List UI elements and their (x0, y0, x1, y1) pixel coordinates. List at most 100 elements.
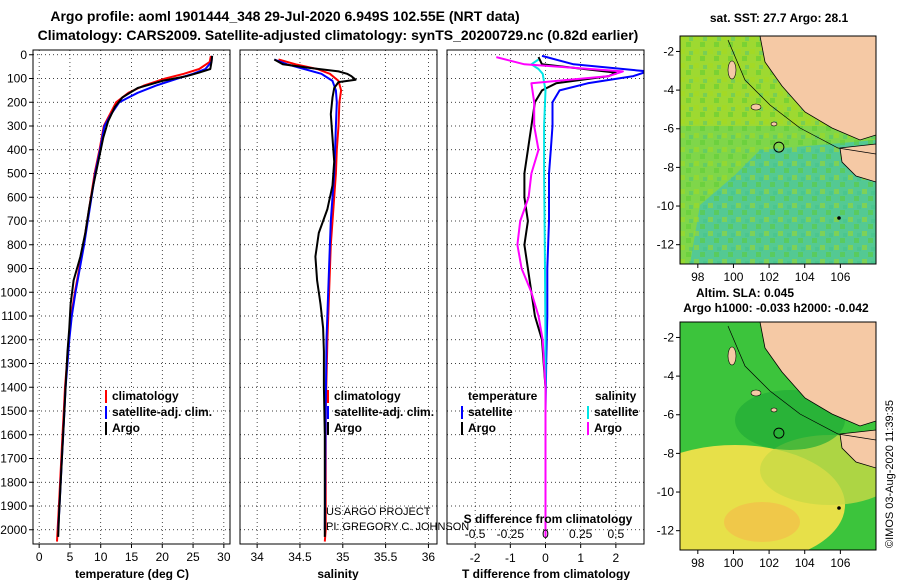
sla-land-java (839, 429, 876, 469)
depth-tick-label: 100 (7, 72, 27, 86)
salinity-tick-labels: 34 34.5 35 35.5 36 (250, 544, 435, 564)
longitude-label: 98 (691, 270, 705, 284)
sst-land-java (839, 143, 876, 183)
s-tick-label: 0 (542, 527, 549, 541)
s-tick-label: 0.5 (608, 527, 625, 541)
sst-longitude-labels: 98 100 102 104 106 (691, 264, 851, 284)
s-tick-label: -0.25 (497, 527, 525, 541)
legend-s-argo-label: Argo (594, 421, 622, 435)
depth-tick-label: 1600 (0, 428, 27, 442)
depth-tick-label: 800 (7, 238, 27, 252)
longitude-label: 100 (723, 270, 743, 284)
longitude-label: 106 (830, 270, 850, 284)
title-line-1: Argo profile: aoml 1901444_348 29-Jul-20… (50, 8, 519, 24)
sla-shelf-contour (727, 325, 876, 441)
temperature-panel: 0100200300400500600700800900100011001200… (0, 48, 231, 580)
x-tick-label: 5 (67, 550, 74, 564)
depth-tick-label: 0 (20, 48, 27, 62)
depth-tick-label: 400 (7, 143, 27, 157)
temperature-frame (32, 49, 231, 545)
longitude-label: 102 (759, 556, 779, 570)
sla-island-2 (750, 389, 762, 397)
sst-island-1 (727, 60, 737, 80)
depth-tick-labels: 0 100 200 300 400 500 600 700 800 900 1000 1100 1200… (0, 48, 33, 537)
sla-island-3 (770, 407, 778, 413)
latitude-label: -10 (657, 485, 675, 499)
sla-island-1 (727, 346, 737, 366)
latitude-label: -2 (663, 330, 674, 344)
depth-tick-label: 500 (7, 167, 27, 181)
sst-argo-position-marker (773, 141, 785, 153)
depth-tick-label: 1800 (0, 475, 27, 489)
latitude-label: -10 (657, 199, 675, 213)
x-tick-label: 35.5 (374, 550, 398, 564)
temperature-lines (56, 55, 214, 542)
depth-tick-label: 1900 (0, 499, 27, 513)
sst-island-4 (837, 216, 841, 220)
x-tick-label: 36 (422, 550, 436, 564)
legend-t-argo-label: Argo (468, 421, 496, 435)
depth-tick-label: 900 (7, 262, 27, 276)
sst-island-2 (750, 103, 762, 111)
longitude-label: 102 (759, 270, 779, 284)
longitude-label: 106 (830, 556, 850, 570)
temperature-tick-labels: 0 5 10 15 20 25 30 (36, 544, 231, 564)
sla-map: Altim. SLA: 0.045 Argo h1000: -0.033 h20… (657, 286, 877, 570)
x-tick-label: -2 (470, 551, 481, 565)
difference-lines (496, 54, 644, 537)
latitude-label: -6 (663, 408, 674, 422)
latitude-label: -4 (663, 83, 674, 97)
series-line-t-satellite (541, 54, 644, 530)
depth-tick-label: 300 (7, 119, 27, 133)
sst-map-title: sat. SST: 27.7 Argo: 28.1 (710, 11, 849, 25)
legend-argo-label: Argo (334, 421, 362, 435)
legend-temperature-title: temperature (468, 389, 538, 403)
depth-tick-label: 1500 (0, 404, 27, 418)
series-line-climatology (56, 55, 212, 542)
project-annotation: US ARGO PROJECT (326, 506, 431, 518)
temperature-xlabel: temperature (deg C) (75, 567, 189, 580)
legend-argo-label: Argo (112, 421, 140, 435)
salinity-lines (273, 58, 357, 542)
legend-climatology-label: climatology (334, 389, 401, 403)
sla-latitude-labels: -2 -4 -6 -8 -10 -12 (657, 330, 680, 538)
sla-map-title-2: Argo h1000: -0.033 h2000: -0.042 (683, 301, 869, 315)
depth-tick-label: 1100 (1, 309, 27, 323)
legend-t-satellite-label: satellite (468, 405, 513, 419)
x-tick-label: 20 (156, 550, 170, 564)
sla-island-4 (837, 506, 841, 510)
temperature-legend: climatology satellite-adj. clim. Argo (105, 389, 212, 435)
temperature-grid (33, 50, 230, 544)
longitude-label: 98 (691, 556, 705, 570)
difference-panel: -2 -1 0 1 2 -0.5 -0.25 0 0.25 0.5 S difference f… (446, 49, 645, 580)
longitude-label: 100 (723, 556, 743, 570)
depth-tick-label: 1200 (0, 333, 27, 347)
sst-latitude-labels: -2 -4 -6 -8 -10 -12 (657, 44, 680, 252)
sla-map-title-1: Altim. SLA: 0.045 (696, 286, 794, 300)
sst-map: sat. SST: 27.7 Argo: 28.1 98 100 102 104 106… (657, 11, 877, 284)
x-tick-label: 15 (125, 550, 139, 564)
longitude-label: 104 (795, 556, 815, 570)
imos-stamp: ©IMOS 03-Aug-2020 11:39:35 (884, 400, 896, 548)
s-difference-xlabel: S difference from climatology (464, 512, 633, 526)
t-difference-tick-labels: -2 -1 0 1 2 (470, 544, 620, 565)
sst-shelf-contour (727, 39, 876, 155)
sla-orange-spot (724, 502, 800, 542)
difference-legend: temperature salinity satellite Argo sate… (461, 389, 639, 435)
legend-salinity-title: salinity (595, 389, 637, 403)
longitude-label: 104 (795, 270, 815, 284)
depth-tick-label: 700 (7, 214, 27, 228)
s-difference-tick-labels: -0.5 -0.25 0 0.25 0.5 (465, 527, 625, 541)
legend-s-satellite-label: satellite (594, 405, 639, 419)
depth-tick-label: 1000 (0, 285, 27, 299)
latitude-label: -8 (663, 160, 674, 174)
x-tick-label: 0 (542, 551, 549, 565)
latitude-label: -6 (663, 122, 674, 136)
salinity-grid (240, 50, 437, 544)
latitude-label: -8 (663, 446, 674, 460)
sla-argo-position-marker (773, 427, 785, 439)
x-tick-label: 30 (217, 550, 231, 564)
sla-map-frame (679, 321, 877, 551)
latitude-label: -2 (663, 44, 674, 58)
